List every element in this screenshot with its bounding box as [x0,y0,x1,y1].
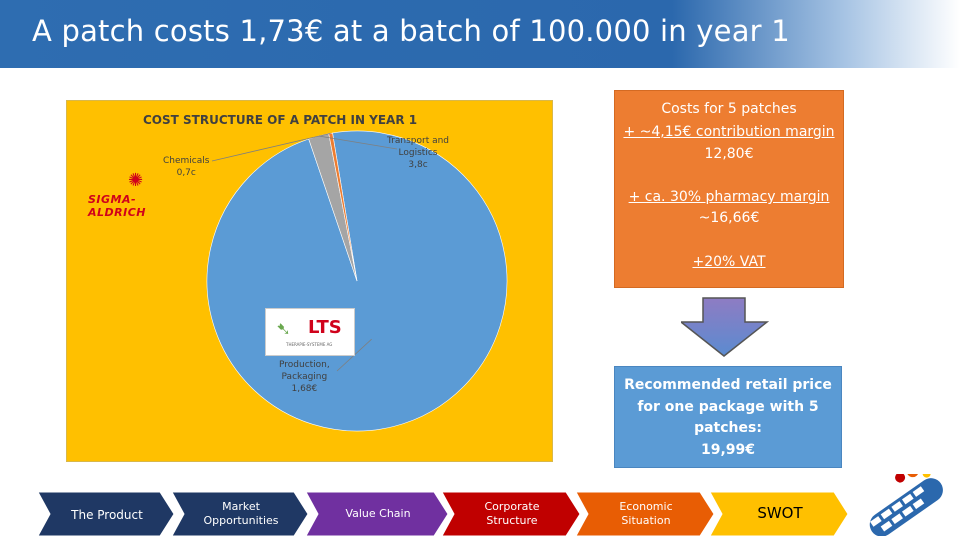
company-logo-icon [869,474,943,536]
nav-the-product[interactable]: The Product [38,490,176,538]
cost-line-2: + ~4,15€ contribution margin [623,124,835,140]
label-transport: Transport and Logistics 3,8c [387,136,450,170]
slide-title: A patch costs 1,73€ at a batch of 100.00… [32,14,790,48]
cost-structure-chart: COST STRUCTURE OF A PATCH IN YEAR 1 Tran… [66,100,553,462]
retail-price-box: Recommended retail price for one package… [614,366,842,468]
nav-corporate-structure[interactable]: Corporate Structure [442,490,582,538]
leader-line-1 [318,135,398,150]
nav-economic-situation[interactable]: Economic Situation [576,490,716,538]
cost-line-5: ~16,66€ [698,210,760,226]
nav-value-chain[interactable]: Value Chain [306,490,450,538]
lts-logo: ➷ LTS THERAPIE-SYSTEME AG [265,308,355,356]
retail-line-3: patches: [694,420,762,436]
label-production: Production, Packaging 1,68€ [279,360,330,394]
leader-line-2 [211,132,331,162]
sigma-aldrich-logo-mark: ✺ [128,170,144,191]
cost-breakdown-box: Costs for 5 patches + ~4,15€ contributio… [614,90,844,288]
retail-line-2: for one package with 5 [637,398,819,415]
label-chemicals: Chemicals 0,7c [163,156,210,178]
retail-line-1: Recommended retail price [624,377,832,393]
chart-title: COST STRUCTURE OF A PATCH IN YEAR 1 [143,113,418,127]
retail-line-4: 19,99€ [700,441,756,458]
nav-swot[interactable]: SWOT [710,490,850,538]
cost-line-3: 12,80€ [704,146,754,162]
pie-chart-svg [206,130,508,432]
cost-line-6: +20% VAT [692,254,766,270]
title-bar: A patch costs 1,73€ at a batch of 100.00… [0,0,960,68]
bird-icon: ➷ [276,319,292,340]
nav-market-opportunities[interactable]: Market Opportunities [172,490,310,538]
cost-line-4: + ca. 30% pharmacy margin [628,189,830,205]
cost-line-1: Costs for 5 patches [661,101,797,117]
down-arrow-icon [681,297,769,357]
sigma-aldrich-logo: SIGMA-ALDRICH [88,193,146,219]
